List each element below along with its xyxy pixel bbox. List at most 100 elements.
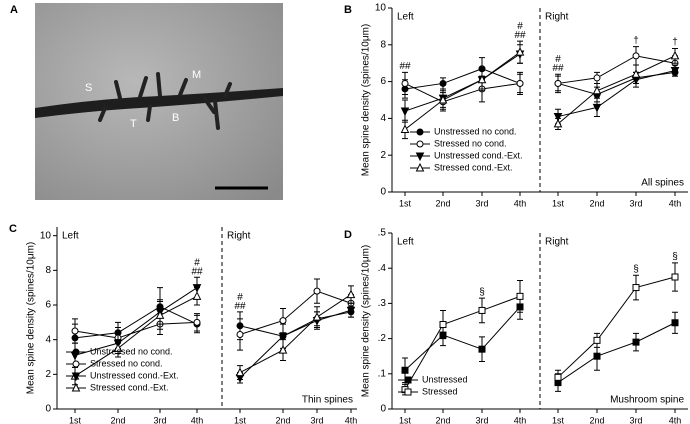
marker xyxy=(346,289,356,299)
annotation: § xyxy=(633,264,639,275)
series-line xyxy=(404,68,521,90)
y-tick-label: 4 xyxy=(380,113,386,124)
series-line xyxy=(239,309,352,379)
panel-letter: C xyxy=(9,223,17,235)
image-label: B xyxy=(172,112,179,124)
spines xyxy=(98,72,232,130)
marker xyxy=(554,79,562,87)
x-tick-label: 2nd xyxy=(110,415,125,424)
image-label: M xyxy=(192,69,201,81)
marker xyxy=(278,332,288,342)
marker xyxy=(400,107,410,117)
marker xyxy=(401,79,409,87)
y-tick-label: 4 xyxy=(45,334,51,345)
y-tick-label: .4 xyxy=(378,263,387,274)
marker xyxy=(439,79,447,87)
marker xyxy=(72,360,80,368)
series-line xyxy=(557,322,676,384)
marker xyxy=(71,327,79,335)
y-tick-label: 10 xyxy=(375,3,387,14)
marker xyxy=(478,345,486,353)
annotation: # ## xyxy=(514,21,526,41)
x-tick-label: 1st xyxy=(399,415,412,424)
marker xyxy=(439,321,447,329)
legend-label: Stressed cond.-Ext. xyxy=(434,162,513,172)
corner-label: All spines xyxy=(641,178,684,189)
marker xyxy=(192,291,202,300)
marker xyxy=(415,152,425,162)
marker xyxy=(593,74,601,82)
marker xyxy=(632,284,640,292)
y-tick-label: 0 xyxy=(380,187,386,198)
series-line xyxy=(404,51,521,130)
marker xyxy=(553,113,563,122)
corner-label: Mushroom spine xyxy=(610,395,684,406)
x-tick-label: 2nd xyxy=(435,415,450,424)
x-tick-label: 4th xyxy=(669,198,682,208)
series-line xyxy=(239,294,352,374)
series-line xyxy=(404,53,521,112)
x-tick-label: 4th xyxy=(514,198,527,208)
x-tick-label: 3rd xyxy=(475,415,488,424)
y-tick-label: 2 xyxy=(45,369,51,380)
legend-label: Unstressed xyxy=(422,374,468,384)
marker xyxy=(312,312,322,321)
x-tick-label: 1st xyxy=(552,415,565,424)
marker xyxy=(631,69,641,78)
marker xyxy=(592,85,602,95)
series-line xyxy=(557,55,676,84)
marker xyxy=(155,310,165,319)
marker xyxy=(592,103,602,113)
x-tick-label: 1st xyxy=(69,415,82,424)
marker xyxy=(113,343,123,352)
marker xyxy=(632,52,640,60)
legend-label: Stressed no cond. xyxy=(90,358,163,368)
y-axis-label: Mean spine density (spines/10μm) xyxy=(361,245,372,398)
marker xyxy=(477,74,487,84)
y-tick-label: .2 xyxy=(378,333,387,344)
marker xyxy=(235,367,245,377)
panel-letter: D xyxy=(344,229,352,241)
marker xyxy=(515,47,525,56)
y-tick-label: .3 xyxy=(378,298,387,309)
image-label: T xyxy=(130,118,137,130)
marker xyxy=(671,273,679,281)
series-line xyxy=(74,321,198,339)
marker xyxy=(516,79,524,87)
annotation: ## xyxy=(399,61,411,72)
series-line xyxy=(557,71,676,96)
marker xyxy=(71,372,81,382)
marker xyxy=(670,67,680,76)
section-label: Left xyxy=(62,231,79,242)
x-tick-label: 2nd xyxy=(435,198,450,208)
series-line xyxy=(74,295,198,377)
marker xyxy=(404,376,412,384)
marker xyxy=(415,162,425,172)
x-tick-label: 1st xyxy=(552,198,565,208)
y-tick-label: .1 xyxy=(378,368,387,379)
legend-label: Unstressed no cond. xyxy=(434,126,517,136)
marker xyxy=(72,348,80,356)
legend-label: Unstressed no cond. xyxy=(90,346,173,356)
x-tick-label: 1st xyxy=(234,415,247,424)
marker xyxy=(516,292,524,300)
x-tick-label: 4th xyxy=(345,415,358,424)
marker xyxy=(416,128,424,136)
annotation: § xyxy=(479,287,485,298)
y-tick-label: 6 xyxy=(380,76,386,87)
series-line xyxy=(239,290,352,335)
marker xyxy=(553,118,563,128)
y-tick-label: 0 xyxy=(380,404,386,415)
y-axis-label: Mean spine density (spines/10μm) xyxy=(361,24,372,177)
marker xyxy=(593,352,601,360)
x-tick-label: 3rd xyxy=(310,415,323,424)
y-tick-label: .5 xyxy=(378,228,387,239)
marker xyxy=(313,287,321,295)
series-line xyxy=(404,295,521,390)
legend-label: Stressed no cond. xyxy=(434,138,507,148)
x-tick-label: 1st xyxy=(399,198,412,208)
marker xyxy=(278,344,288,354)
series-line xyxy=(74,287,198,356)
x-tick-label: 2nd xyxy=(275,415,290,424)
